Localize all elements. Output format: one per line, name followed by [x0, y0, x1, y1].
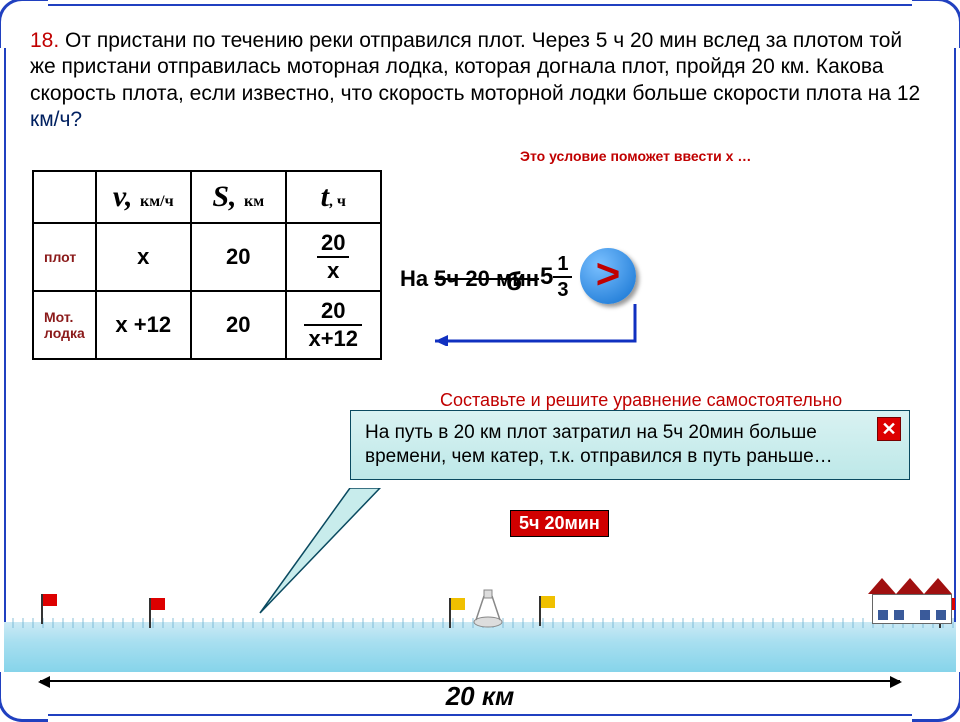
cell-v1: х — [96, 223, 191, 291]
row-raft: плот — [33, 223, 96, 291]
cell-t2: 20х+12 — [286, 291, 381, 359]
speech-tail — [250, 488, 390, 618]
buoy-icon — [470, 588, 506, 628]
time-badge: 5ч 20мин — [510, 510, 609, 537]
problem-question: км/ч? — [30, 108, 82, 131]
problem-text: 18. От пристани по течению реки отправил… — [30, 28, 930, 133]
speech-bubble: На путь в 20 км плот затратил на 5ч 20ми… — [350, 410, 910, 480]
flag-yellow — [532, 596, 548, 626]
cell-s1: 20 — [191, 223, 286, 291]
row-boat: Мот. лодка — [33, 291, 96, 359]
cell-t1: 20х — [286, 223, 381, 291]
hint-text: Это условие поможет ввести х … — [520, 148, 751, 164]
solve-instruction: Составьте и решите уравнение самостоятел… — [440, 390, 842, 411]
data-table: v, км/ч S, км t, ч плот х 20 20х Мот. ло… — [32, 170, 382, 360]
relation-arrow — [430, 286, 640, 346]
flag-red — [142, 598, 158, 628]
table-corner — [33, 171, 96, 223]
problem-number: 18. — [30, 29, 59, 52]
col-s: S, км — [191, 171, 286, 223]
water-area — [4, 622, 956, 672]
cell-s2: 20 — [191, 291, 286, 359]
col-v: v, км/ч — [96, 171, 191, 223]
flag-red — [34, 594, 50, 624]
cell-v2: х +12 — [96, 291, 191, 359]
house-icon — [872, 578, 952, 624]
distance-label: 20 км — [0, 681, 960, 712]
speech-text: На путь в 20 км плот затратил на 5ч 20ми… — [365, 422, 833, 467]
close-icon[interactable]: ✕ — [877, 417, 901, 441]
col-t: t, ч — [286, 171, 381, 223]
problem-body: От пристани по течению реки отправился п… — [30, 29, 920, 105]
flag-yellow — [442, 598, 458, 628]
